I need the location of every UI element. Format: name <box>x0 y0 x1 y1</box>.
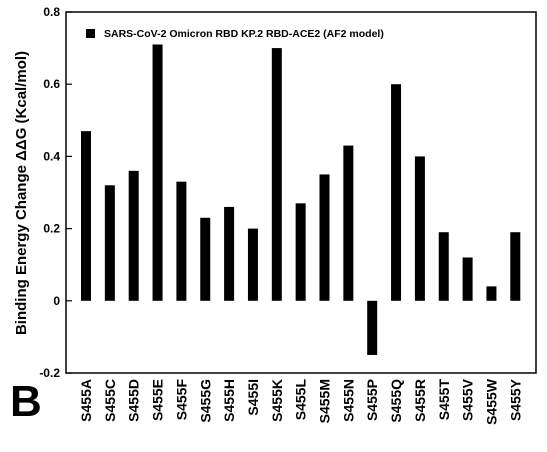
x-tick-label: S455K <box>269 379 285 422</box>
y-tick-label: 0.6 <box>43 77 60 91</box>
y-tick-label: 0.4 <box>43 149 60 163</box>
bar-s455n <box>343 145 354 301</box>
y-axis: -0.2 0 0.2 0.4 0.6 0.8 <box>39 5 72 380</box>
x-tick-label: S455A <box>78 379 94 422</box>
bar-s455h <box>224 206 235 301</box>
y-axis-label: Binding Energy Change ΔΔG (Kcal/mol) <box>13 51 30 335</box>
x-tick-label: S455Q <box>388 379 404 423</box>
bar-s455l <box>295 203 306 301</box>
x-axis: S455A S455C S455D S455E S455F S455G S455H S455I… <box>78 378 523 425</box>
x-tick-label: S455D <box>126 379 142 422</box>
legend-swatch <box>86 29 95 38</box>
legend: SARS-CoV-2 Omicron RBD KP.2 RBD-ACE2 (AF… <box>86 28 384 40</box>
x-tick-label: S455H <box>221 379 237 422</box>
bar-s455r <box>414 156 425 301</box>
x-tick-label: S455E <box>150 379 166 421</box>
x-tick-label: S455P <box>364 379 380 421</box>
x-tick-label: S455I <box>245 379 261 416</box>
bar-s455g <box>200 217 211 301</box>
x-tick-label: S455L <box>293 379 309 421</box>
plot-frame <box>65 11 537 374</box>
bar-s455c <box>104 185 115 301</box>
bar-s455p <box>367 300 378 355</box>
y-tick-label: -0.2 <box>39 366 60 380</box>
bar-s455f <box>176 181 187 301</box>
bar-s455e <box>152 44 163 301</box>
bars <box>81 44 521 355</box>
x-tick-label: S455T <box>436 379 452 421</box>
bar-s455w <box>486 286 497 301</box>
y-tick-label: 0.2 <box>43 222 60 236</box>
x-tick-label: S455F <box>173 379 189 421</box>
panel-letter: B <box>10 377 42 426</box>
bar-s455m <box>319 174 330 301</box>
bar-s455t <box>438 232 449 301</box>
bar-s455a <box>81 131 91 301</box>
y-tick-label: 0.8 <box>43 5 60 19</box>
x-tick-label: S455C <box>102 379 118 422</box>
bar-s455v <box>462 257 473 301</box>
x-tick-label: S455Y <box>507 378 523 421</box>
legend-label: SARS-CoV-2 Omicron RBD KP.2 RBD-ACE2 (AF… <box>104 28 384 40</box>
x-tick-label: S455M <box>317 379 333 423</box>
x-tick-label: S455W <box>483 378 499 425</box>
y-tick-label: 0 <box>53 294 60 308</box>
bar-s455d <box>128 170 139 301</box>
x-tick-label: S455R <box>412 379 428 422</box>
x-tick-label: S455G <box>197 379 213 423</box>
bar-s455i <box>247 228 258 301</box>
x-tick-label: S455V <box>460 378 476 421</box>
bar-s455q <box>391 84 402 301</box>
bar-s455y <box>510 232 521 301</box>
bar-s455k <box>271 48 282 301</box>
x-tick-label: S455N <box>340 379 356 422</box>
